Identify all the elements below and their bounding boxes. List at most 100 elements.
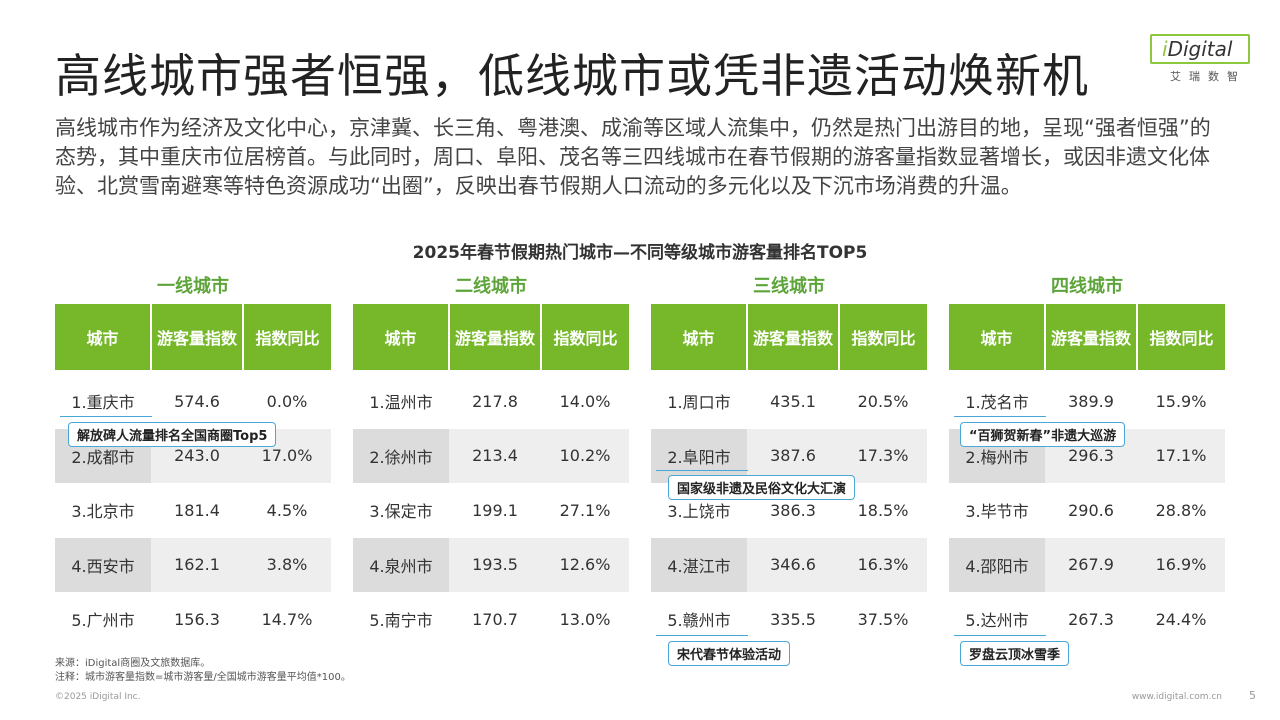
yoy-cell: 14.0% bbox=[541, 374, 629, 429]
source-line: 来源：iDigital商圈及文旅数据库。 bbox=[55, 658, 211, 669]
callout-fuyang: 国家级非遗及民俗文化大汇演 bbox=[668, 475, 856, 500]
header-city: 城市 bbox=[651, 304, 747, 370]
yoy-cell: 13.0% bbox=[541, 592, 629, 647]
group-title: 三线城市 bbox=[753, 276, 825, 297]
page-number: 5 bbox=[1249, 689, 1256, 702]
yoy-cell: 37.5% bbox=[839, 592, 927, 647]
table-row: 1.重庆市 574.6 0.0% bbox=[55, 374, 331, 429]
callout-connector bbox=[656, 635, 748, 636]
yoy-cell: 20.5% bbox=[839, 374, 927, 429]
city-cell: 3.毕节市 bbox=[949, 483, 1045, 538]
yoy-cell: 16.3% bbox=[839, 537, 927, 592]
index-cell: 387.6 bbox=[747, 428, 839, 483]
yoy-cell: 12.6% bbox=[541, 537, 629, 592]
callout-connector bbox=[60, 416, 152, 417]
header-city: 城市 bbox=[55, 304, 151, 370]
yoy-cell: 17.1% bbox=[1137, 428, 1225, 483]
city-cell: 4.湛江市 bbox=[651, 537, 747, 592]
index-cell: 217.8 bbox=[449, 374, 541, 429]
callout-ganzhou: 宋代春节体验活动 bbox=[668, 641, 791, 666]
index-cell: 435.1 bbox=[747, 374, 839, 429]
yoy-cell: 15.9% bbox=[1137, 374, 1225, 429]
table-row: 1.茂名市 389.9 15.9% bbox=[949, 374, 1225, 429]
yoy-cell: 14.7% bbox=[243, 592, 331, 647]
city-cell: 2.徐州市 bbox=[353, 428, 449, 483]
ranking-table: 城市 游客量指数 指数同比 1.茂名市 389.9 15.9% 2.梅州市 296.3… bbox=[949, 304, 1225, 647]
header-yoy: 指数同比 bbox=[1136, 304, 1225, 370]
table-row: 1.温州市 217.8 14.0% bbox=[353, 374, 629, 429]
group-tier4: 四线城市 城市 游客量指数 指数同比 1.茂名市 389.9 15.9% 2.梅州市… bbox=[949, 272, 1225, 647]
yoy-cell: 3.8% bbox=[243, 537, 331, 592]
table-row: 5.达州市 267.3 24.4% bbox=[949, 592, 1225, 647]
callout-dazhou: 罗盘云顶冰雪季 bbox=[960, 641, 1070, 666]
header-yoy: 指数同比 bbox=[838, 304, 927, 370]
table-row: 3.毕节市 290.6 28.8% bbox=[949, 483, 1225, 538]
table-header-row: 城市 游客量指数 指数同比 bbox=[353, 304, 629, 370]
table-header-row: 城市 游客量指数 指数同比 bbox=[651, 304, 927, 370]
city-cell: 3.保定市 bbox=[353, 483, 449, 538]
city-cell: 4.西安市 bbox=[55, 537, 151, 592]
ranking-table: 城市 游客量指数 指数同比 1.重庆市 574.6 0.0% 2.成都市 243.0 1… bbox=[55, 304, 331, 647]
header-index: 游客量指数 bbox=[1044, 304, 1137, 370]
idigital-logo: iDigital 艾瑞数智 bbox=[1140, 34, 1250, 86]
ranking-table: 城市 游客量指数 指数同比 1.周口市 435.1 20.5% 2.阜阳市 387.6… bbox=[651, 304, 927, 647]
header-city: 城市 bbox=[949, 304, 1045, 370]
intro-paragraph: 高线城市作为经济及文化中心，京津冀、长三角、粤港澳、成渝等区域人流集中，仍然是热… bbox=[55, 116, 1211, 198]
city-cell: 4.泉州市 bbox=[353, 537, 449, 592]
group-title: 二线城市 bbox=[455, 276, 527, 297]
chart-title: 2025年春节假期热门城市—不同等级城市游客量排名TOP5 bbox=[412, 243, 868, 263]
header-city: 城市 bbox=[353, 304, 449, 370]
index-cell: 213.4 bbox=[449, 428, 541, 483]
city-cell: 5.达州市 bbox=[949, 592, 1045, 647]
callout-connector bbox=[954, 416, 1046, 417]
city-cell: 5.南宁市 bbox=[353, 592, 449, 647]
index-cell: 290.6 bbox=[1045, 483, 1137, 538]
yoy-cell: 10.2% bbox=[541, 428, 629, 483]
callout-chongqing: 解放碑人流量排名全国商圈Top5 bbox=[68, 422, 277, 447]
table-row: 4.湛江市 346.6 16.3% bbox=[651, 537, 927, 592]
page-title: 高线城市强者恒强，低线城市或凭非遗活动焕新机 bbox=[55, 49, 1089, 103]
callout-connector bbox=[954, 635, 1046, 636]
table-row: 5.赣州市 335.5 37.5% bbox=[651, 592, 927, 647]
table-header-row: 城市 游客量指数 指数同比 bbox=[949, 304, 1225, 370]
yoy-cell: 17.0% bbox=[243, 428, 331, 483]
table-row: 3.保定市 199.1 27.1% bbox=[353, 483, 629, 538]
index-cell: 335.5 bbox=[747, 592, 839, 647]
index-cell: 574.6 bbox=[151, 374, 243, 429]
index-cell: 199.1 bbox=[449, 483, 541, 538]
table-row: 1.周口市 435.1 20.5% bbox=[651, 374, 927, 429]
index-cell: 170.7 bbox=[449, 592, 541, 647]
city-cell: 4.邵阳市 bbox=[949, 537, 1045, 592]
table-row: 5.南宁市 170.7 13.0% bbox=[353, 592, 629, 647]
index-cell: 162.1 bbox=[151, 537, 243, 592]
city-cell: 5.赣州市 bbox=[651, 592, 747, 647]
group-title: 四线城市 bbox=[1051, 276, 1123, 297]
header-yoy: 指数同比 bbox=[242, 304, 331, 370]
city-cell: 1.周口市 bbox=[651, 374, 747, 429]
logo-wordmark: iDigital bbox=[1150, 34, 1250, 64]
table-row: 5.广州市 156.3 14.7% bbox=[55, 592, 331, 647]
yoy-cell: 24.4% bbox=[1137, 592, 1225, 647]
index-cell: 267.3 bbox=[1045, 592, 1137, 647]
index-cell: 181.4 bbox=[151, 483, 243, 538]
table-row: 4.西安市 162.1 3.8% bbox=[55, 537, 331, 592]
group-tier1: 一线城市 城市 游客量指数 指数同比 1.重庆市 574.6 0.0% 2.成都市 2… bbox=[55, 272, 331, 647]
table-row: 4.邵阳市 267.9 16.9% bbox=[949, 537, 1225, 592]
city-cell: 1.温州市 bbox=[353, 374, 449, 429]
table-row: 4.泉州市 193.5 12.6% bbox=[353, 537, 629, 592]
header-index: 游客量指数 bbox=[150, 304, 243, 370]
yoy-cell: 4.5% bbox=[243, 483, 331, 538]
callout-maoming: “百狮贺新春”非遗大巡游 bbox=[960, 422, 1126, 447]
index-cell: 389.9 bbox=[1045, 374, 1137, 429]
city-cell: 2.阜阳市 bbox=[651, 428, 747, 483]
header-yoy: 指数同比 bbox=[540, 304, 629, 370]
callout-connector bbox=[656, 470, 748, 471]
index-cell: 267.9 bbox=[1045, 537, 1137, 592]
city-cell: 1.重庆市 bbox=[55, 374, 151, 429]
group-tier2: 二线城市 城市 游客量指数 指数同比 1.温州市 217.8 14.0% 2.徐州市… bbox=[353, 272, 629, 647]
yoy-cell: 0.0% bbox=[243, 374, 331, 429]
yoy-cell: 16.9% bbox=[1137, 537, 1225, 592]
group-title: 一线城市 bbox=[157, 276, 229, 297]
table-row: 3.北京市 181.4 4.5% bbox=[55, 483, 331, 538]
yoy-cell: 28.8% bbox=[1137, 483, 1225, 538]
